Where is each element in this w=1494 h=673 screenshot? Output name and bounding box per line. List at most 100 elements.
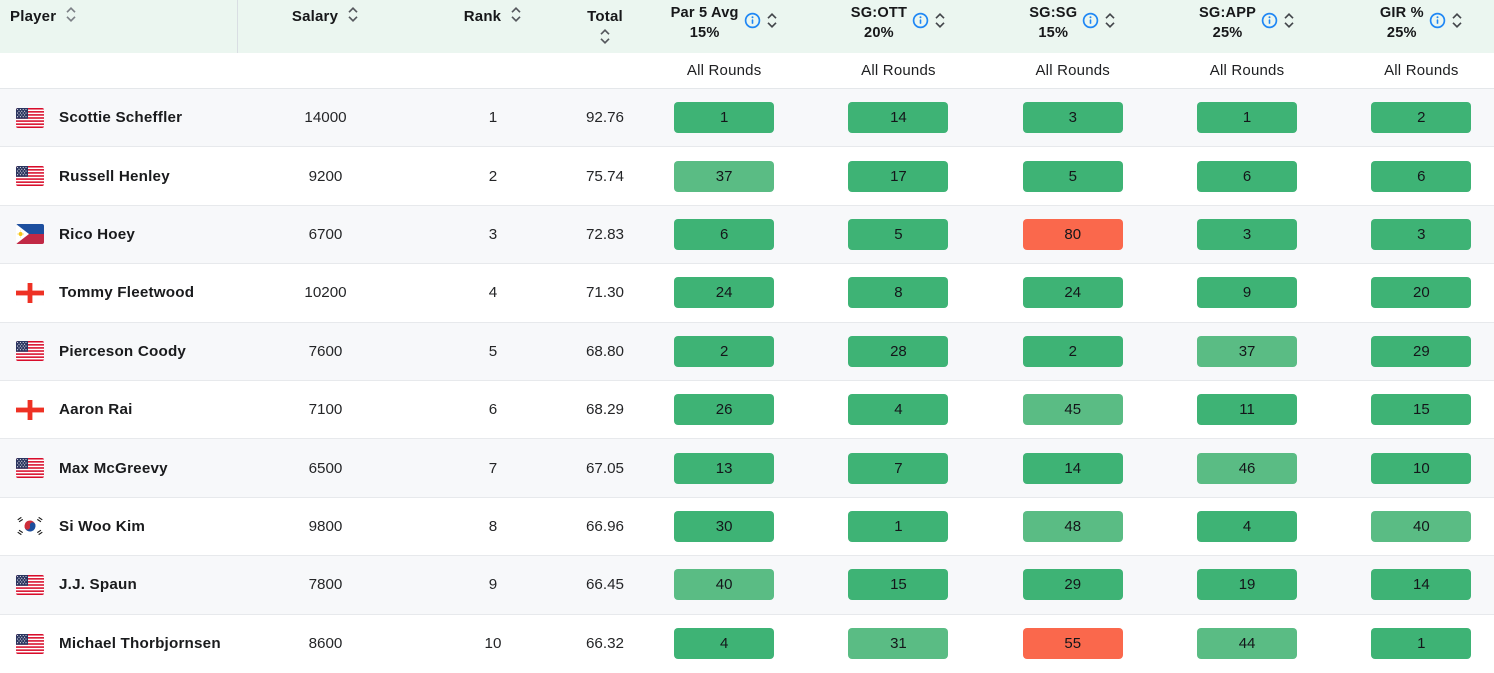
player-cell[interactable]: J.J. Spaun: [0, 556, 238, 613]
sort-icon[interactable]: [347, 6, 359, 28]
column-header-player[interactable]: Player: [0, 0, 238, 53]
sort-icon[interactable]: [599, 28, 611, 50]
salary-cell: 9200: [308, 167, 343, 185]
stat-cell: 10: [1334, 439, 1494, 496]
salary-cell: 6500: [308, 459, 343, 477]
info-icon[interactable]: [1261, 12, 1278, 34]
column-header-rank[interactable]: Rank: [413, 0, 573, 53]
column-header-total[interactable]: Total: [573, 0, 637, 53]
stat-rank-badge: 30: [674, 510, 775, 542]
stat-cell: 2: [986, 323, 1160, 380]
stat-rank-badge: 1: [1371, 628, 1472, 660]
table-row[interactable]: Tommy Fleetwood 10200 4 71.30 24 8 24 9 …: [0, 264, 1494, 323]
player-cell[interactable]: Tommy Fleetwood: [0, 264, 238, 321]
stat-cell: 4: [811, 381, 985, 438]
table-row[interactable]: Michael Thorbjornsen 8600 10 66.32 4 31 …: [0, 614, 1494, 673]
column-header-salary[interactable]: Salary: [238, 0, 413, 53]
stat-cell: 13: [637, 439, 811, 496]
player-cell[interactable]: Russell Henley: [0, 147, 238, 204]
column-header-stat[interactable]: SG:APP 25%: [1160, 0, 1334, 46]
stat-cell: 19: [1160, 556, 1334, 613]
stat-cell: 4: [1160, 498, 1334, 555]
country-flag-icon: [16, 341, 44, 362]
info-icon[interactable]: [1082, 12, 1099, 34]
table-row[interactable]: Russell Henley 9200 2 75.74 37 17 5 6 6: [0, 147, 1494, 206]
stat-cell: 5: [811, 206, 985, 263]
stat-cell: 24: [637, 264, 811, 321]
stat-rank-badge: 8: [848, 277, 949, 309]
stat-column-label: SG:OTT 20%: [850, 5, 908, 41]
total-cell: 72.83: [585, 225, 624, 243]
table-row[interactable]: Scottie Scheffler 14000 1 92.76 1 14 3 1…: [0, 89, 1494, 148]
player-name: Scottie Scheffler: [59, 109, 183, 127]
sort-icon[interactable]: [934, 12, 946, 34]
column-header-stat[interactable]: SG:OTT 20%: [811, 0, 985, 46]
player-cell[interactable]: Aaron Rai: [0, 381, 238, 438]
stat-cell: 30: [637, 498, 811, 555]
stat-cell: 37: [637, 147, 811, 204]
country-flag-icon: [16, 224, 44, 245]
stat-rank-badge: 4: [848, 394, 949, 426]
column-header-stat[interactable]: SG:SG 15%: [986, 0, 1160, 46]
country-flag-icon: [16, 516, 44, 537]
rank-cell: 5: [488, 342, 498, 360]
rank-cell: 3: [488, 225, 498, 243]
info-icon[interactable]: [1429, 12, 1446, 34]
total-cell: 68.29: [585, 401, 624, 419]
stat-cell: 80: [986, 206, 1160, 263]
sort-icon[interactable]: [1104, 12, 1116, 34]
salary-cell: 6700: [308, 225, 343, 243]
stat-cell: 29: [1334, 323, 1494, 380]
stat-cell: 29: [986, 556, 1160, 613]
player-cell[interactable]: Scottie Scheffler: [0, 89, 238, 146]
stat-rank-badge: 7: [848, 452, 949, 484]
player-cell[interactable]: Rico Hoey: [0, 206, 238, 263]
sort-icon[interactable]: [65, 6, 77, 28]
table-row[interactable]: Aaron Rai 7100 6 68.29 26 4 45 11 15: [0, 380, 1494, 440]
table-row[interactable]: Max McGreevy 6500 7 67.05 13 7 14 46 10: [0, 439, 1494, 498]
total-cell: 92.76: [585, 109, 624, 127]
stat-rank-badge: 17: [848, 160, 949, 192]
stat-rank-badge: 55: [1022, 628, 1123, 660]
player-name: Pierceson Coody: [59, 342, 187, 360]
table-row[interactable]: J.J. Spaun 7800 9 66.45 40 15 29 19 14: [0, 556, 1494, 615]
player-name: Michael Thorbjornsen: [59, 635, 221, 653]
sort-icon[interactable]: [1283, 12, 1295, 34]
player-name: Aaron Rai: [59, 401, 133, 419]
total-cell: 66.96: [585, 517, 624, 535]
player-cell[interactable]: Si Woo Kim: [0, 498, 238, 555]
sort-icon[interactable]: [510, 6, 522, 28]
stat-rank-badge: 10: [1371, 452, 1472, 484]
sort-icon[interactable]: [766, 12, 778, 34]
stat-column-label: Par 5 Avg 15%: [670, 5, 739, 41]
stat-cell: 8: [811, 264, 985, 321]
stat-cell: 3: [986, 89, 1160, 146]
salary-cell: 7600: [308, 342, 343, 360]
stat-cell: 7: [811, 439, 985, 496]
table-row[interactable]: Pierceson Coody 7600 5 68.80 2 28 2 37 2…: [0, 322, 1494, 381]
table-row[interactable]: Rico Hoey 6700 3 72.83 6 5 80 3 3: [0, 205, 1494, 265]
table-row[interactable]: Si Woo Kim 9800 8 66.96 30 1 48 4 40: [0, 497, 1494, 557]
column-header-stat[interactable]: GIR % 25%: [1334, 0, 1494, 46]
stat-rank-badge: 13: [674, 452, 775, 484]
sort-icon[interactable]: [1451, 12, 1463, 34]
info-icon[interactable]: [744, 12, 761, 34]
stat-cell: 3: [1334, 206, 1494, 263]
player-cell[interactable]: Michael Thorbjornsen: [0, 615, 238, 673]
info-icon[interactable]: [912, 12, 929, 34]
stat-cell: 11: [1160, 381, 1334, 438]
total-cell: 71.30: [585, 284, 624, 302]
player-cell[interactable]: Pierceson Coody: [0, 323, 238, 380]
rank-cell: 2: [488, 167, 498, 185]
player-name: Russell Henley: [59, 167, 170, 185]
rank-column-label: Rank: [463, 8, 502, 25]
player-cell[interactable]: Max McGreevy: [0, 439, 238, 496]
stat-rank-badge: 44: [1197, 628, 1298, 660]
column-header-stat[interactable]: Par 5 Avg 15%: [637, 0, 811, 46]
stat-rank-badge: 6: [1371, 160, 1472, 192]
all-rounds-label: All Rounds: [1035, 62, 1111, 79]
country-flag-icon: [16, 107, 44, 128]
stat-rank-badge: 29: [1022, 569, 1123, 601]
country-flag-icon: [16, 166, 44, 187]
